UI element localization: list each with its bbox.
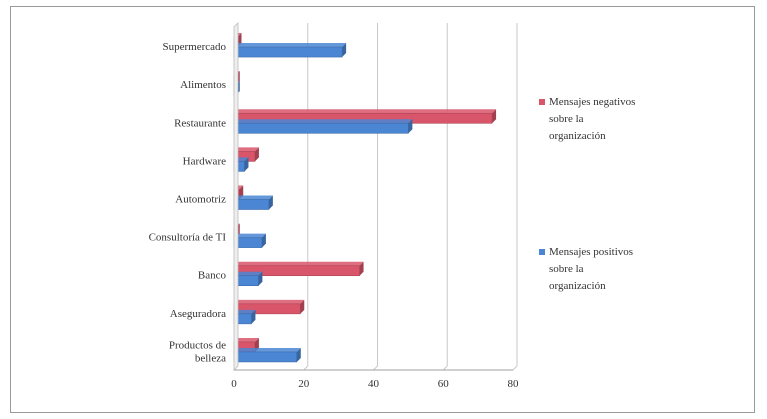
x-tick-labels: 0 20 40 60 80 (231, 378, 519, 390)
bar-front-face (233, 122, 409, 134)
legend-label: Mensajes negativos sobre la organización (549, 96, 635, 142)
bar-top-face (234, 261, 364, 266)
x-tick-label: 80 (508, 378, 520, 390)
bar-end-face (342, 43, 347, 58)
bar-front-face (233, 46, 343, 58)
bar-front-face (233, 351, 298, 363)
bar-top-face (234, 233, 266, 238)
x-tick-label: 0 (231, 378, 237, 390)
bar-top-face (234, 337, 259, 342)
bar-top-face (234, 271, 263, 276)
bar-end-face (268, 195, 273, 210)
legend-swatch (539, 249, 545, 255)
bar-end-face (251, 309, 256, 324)
bar-end-face (258, 271, 263, 286)
axes (233, 22, 513, 371)
bar-end-face (261, 233, 266, 248)
bars (233, 33, 497, 363)
category-label: Supermercado (162, 41, 226, 53)
category-label: Banco (198, 270, 227, 282)
gridline-floor (303, 365, 309, 371)
bar-end-face (244, 157, 249, 172)
bar-positive-4 (233, 195, 273, 210)
category-label: Restaurante (174, 117, 226, 129)
bar-positive-0 (233, 43, 347, 58)
category-label: Automotriz (175, 194, 226, 206)
bar-positive-7 (233, 309, 256, 325)
legend: Mensajes negativos sobre la organización Me… (539, 96, 635, 292)
gridline-floor (373, 365, 378, 371)
bar-top-face (234, 43, 347, 48)
category-label: Productos de belleza (169, 339, 226, 364)
category-labels: Supermercado Alimentos Restaurante Hardware… (149, 41, 227, 364)
category-label: Hardware (183, 155, 226, 167)
category-label: Aseguradora (170, 308, 226, 320)
bar-positive-8 (233, 347, 301, 363)
bar-end-face (254, 147, 259, 162)
legend-entry-negative: Mensajes negativos sobre la organización (539, 96, 635, 142)
legend-entry-positive: Mensajes positivos sobre la organización (539, 246, 633, 292)
bar-top-face (234, 299, 305, 304)
bar-end-face (492, 109, 497, 124)
legend-label: Mensajes positivos sobre la organización (549, 246, 633, 292)
y-axis-wall (233, 22, 239, 371)
x-tick-label: 60 (438, 378, 450, 390)
bar-positive-6 (233, 271, 263, 287)
bar-top-face (234, 309, 256, 314)
gridline-floor (512, 365, 518, 371)
bar-end-face (359, 261, 364, 276)
gridline-floor (442, 365, 448, 371)
bar-end-face (408, 119, 413, 134)
x-tick-label: 40 (368, 378, 380, 390)
gridlines (238, 23, 518, 371)
x-tick-label: 20 (298, 378, 310, 390)
category-label: Consultoría de TI (149, 232, 227, 244)
bar-top-face (234, 109, 497, 114)
bar-negative-3 (233, 147, 259, 162)
bar-chart: Supermercado Alimentos Restaurante Hardware… (149, 22, 635, 390)
bar-top-face (234, 119, 413, 124)
chart-frame: Supermercado Alimentos Restaurante Hardware… (10, 6, 755, 413)
bar-positive-5 (233, 233, 266, 248)
bar-end-face (296, 347, 301, 362)
bar-end-face (300, 299, 305, 314)
bar-top-face (234, 195, 273, 200)
legend-swatch (539, 99, 545, 105)
bar-top-face (234, 347, 301, 352)
bar-top-face (234, 147, 259, 152)
bar-positive-2 (233, 119, 413, 134)
category-label: Alimentos (180, 79, 226, 91)
bar-front-face (233, 199, 270, 210)
